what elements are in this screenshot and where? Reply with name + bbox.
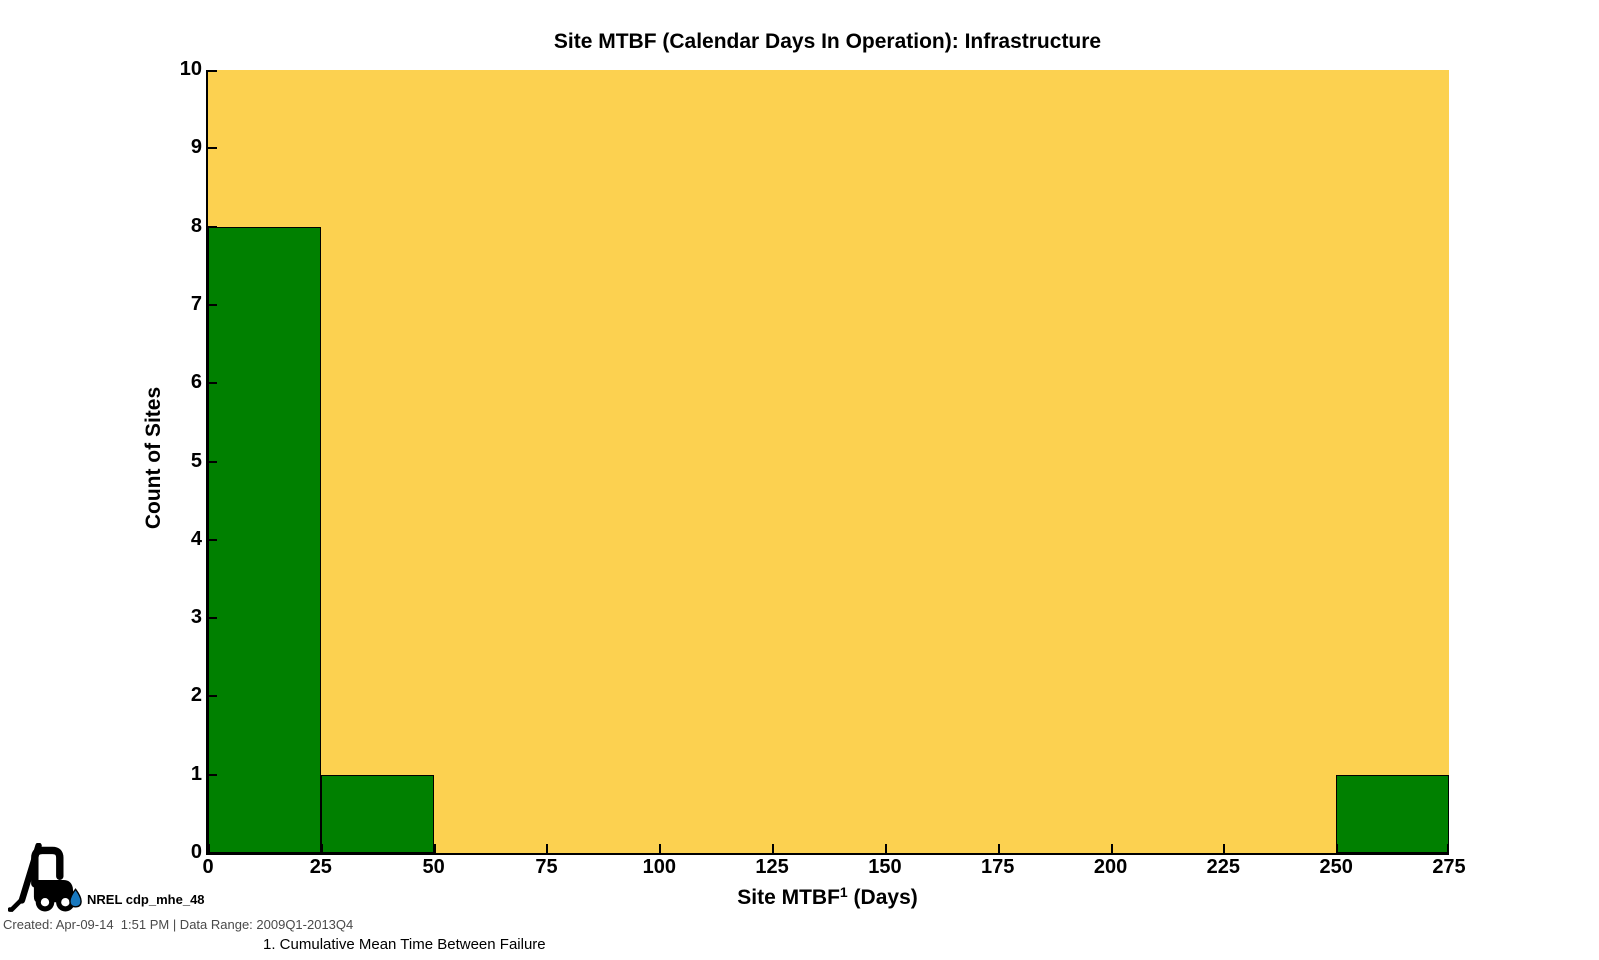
y-axis-tick — [208, 695, 217, 698]
y-tick-label: 4 — [190, 527, 202, 550]
x-axis-tick — [320, 844, 323, 853]
x-axis-label: Site MTBF1 (Days) — [206, 884, 1449, 910]
histogram-bar — [208, 226, 321, 853]
x-tick-label: 150 — [868, 856, 902, 878]
histogram-bar — [320, 774, 434, 853]
x-tick-label: 125 — [755, 856, 789, 878]
footer-created-line: Created: Apr-09-14 1:51 PM | Data Range:… — [3, 917, 354, 932]
x-tick-label: 75 — [535, 856, 558, 878]
y-tick-label: 10 — [179, 58, 202, 80]
y-axis-tick — [208, 460, 217, 463]
x-tick-label: 175 — [981, 856, 1015, 878]
y-tick-label: 2 — [190, 684, 202, 707]
plot-area — [206, 70, 1449, 855]
x-axis-tick — [1110, 844, 1113, 853]
x-axis-label-footnote-marker: 1 — [839, 884, 848, 900]
forklift-icon — [8, 843, 82, 912]
y-tick-label: 9 — [190, 136, 202, 159]
y-tick-label: 5 — [190, 449, 202, 472]
x-axis-tick — [659, 844, 662, 853]
y-tick-label: 3 — [190, 606, 202, 629]
y-axis-tick — [208, 70, 217, 72]
histogram-bar — [1336, 774, 1449, 853]
x-tick-label: 25 — [309, 856, 332, 878]
footer-footnote: 1. Cumulative Mean Time Between Failure — [263, 936, 546, 953]
x-axis-tick — [1336, 844, 1339, 853]
y-tick-label: 1 — [190, 762, 202, 785]
x-axis-tick — [546, 844, 549, 853]
x-tick-label: 250 — [1319, 856, 1353, 878]
x-axis-tick — [1447, 844, 1449, 853]
x-axis-tick — [772, 844, 775, 853]
x-axis-tick — [997, 844, 1000, 853]
y-axis-tick — [208, 617, 217, 620]
y-tick-label: 0 — [190, 841, 202, 863]
y-tick-label: 8 — [190, 214, 202, 237]
x-axis-label-units: (Days) — [847, 886, 918, 909]
y-axis-tick — [208, 538, 217, 541]
y-tick-label: 6 — [190, 371, 202, 394]
chart-title: Site MTBF (Calendar Days In Operation): … — [553, 30, 1102, 53]
x-axis-tick — [1223, 844, 1226, 853]
x-axis-tick — [208, 844, 210, 853]
x-axis-tick — [433, 844, 436, 853]
y-axis-tick — [208, 147, 217, 150]
x-tick-label: 275 — [1432, 856, 1466, 878]
x-tick-label: 100 — [642, 856, 676, 878]
x-tick-label: 50 — [422, 856, 445, 878]
x-tick-label: 0 — [202, 856, 214, 878]
footer-source-label: NREL cdp_mhe_48 — [87, 892, 205, 907]
y-axis-tick — [208, 382, 217, 385]
x-axis-label-main: Site MTBF — [737, 886, 840, 909]
y-axis-tick — [208, 225, 217, 228]
y-tick-label: 7 — [190, 292, 202, 315]
x-tick-label: 200 — [1093, 856, 1128, 878]
x-axis-tick — [884, 844, 887, 853]
y-axis-tick — [208, 303, 217, 306]
x-tick-label: 225 — [1206, 856, 1241, 878]
droplet-icon — [69, 888, 82, 908]
y-axis-tick — [208, 773, 217, 776]
